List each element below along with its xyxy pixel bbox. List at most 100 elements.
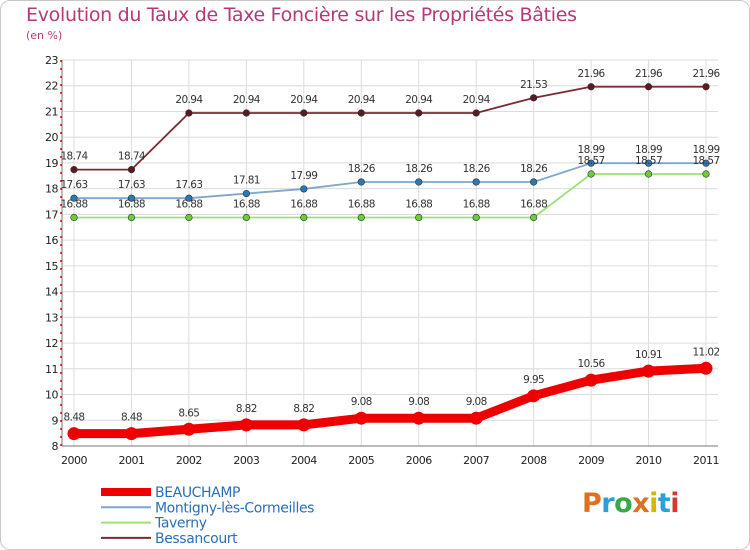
legend: BEAUCHAMPMontigny-lès-CormeillesTavernyB…: [101, 485, 315, 547]
y-tick-label: 11: [45, 363, 58, 376]
point-montigny-l-s-cormeilles-2000: [70, 194, 78, 202]
point-montigny-l-s-cormeilles-2007: [472, 178, 480, 186]
data-label-montigny-l-s-cormeilles-2005: 18.26: [348, 163, 376, 175]
y-tick-label: 8: [52, 440, 59, 453]
data-label-montigny-l-s-cormeilles-2000: 17.63: [60, 179, 87, 191]
point-bessancourt-2009: [587, 83, 595, 91]
point-beauchamp-2002: [182, 422, 196, 436]
point-bessancourt-2008: [530, 94, 538, 102]
legend-label-3: Bessancourt: [155, 531, 238, 547]
x-tick-label: 2002: [176, 454, 202, 467]
x-tick-label: 2000: [61, 454, 87, 467]
data-label-beauchamp-2010: 10.91: [635, 349, 662, 361]
y-tick-label: 17: [45, 208, 58, 221]
point-taverny-2008: [530, 213, 538, 222]
point-montigny-l-s-cormeilles-2010: [644, 159, 653, 167]
data-label-montigny-l-s-cormeilles-2006: 18.26: [405, 163, 433, 175]
y-tick-label: 12: [45, 337, 58, 350]
data-label-bessancourt-2008: 21.53: [520, 79, 547, 91]
point-taverny-2005: [357, 213, 365, 222]
y-tick-label: 9: [52, 414, 59, 427]
data-label-montigny-l-s-cormeilles-2011: 18.99: [692, 144, 719, 156]
logo-letter: i: [670, 488, 680, 519]
data-label-bessancourt-2004: 20.94: [290, 94, 318, 106]
point-beauchamp-2004: [297, 418, 311, 432]
series-line-taverny: [73, 173, 707, 219]
point-montigny-l-s-cormeilles-2009: [587, 159, 595, 167]
point-taverny-2001: [127, 213, 136, 222]
series-montigny-l-s-cormeilles: [70, 159, 710, 202]
series-taverny: [70, 170, 710, 222]
point-taverny-2004: [300, 213, 308, 222]
y-tick-label: 13: [45, 311, 58, 324]
data-label-beauchamp-2000: 8.48: [64, 412, 85, 424]
point-montigny-l-s-cormeilles-2004: [300, 185, 308, 193]
data-label-bessancourt-2011: 21.96: [692, 68, 720, 80]
x-tick-label: 2003: [233, 454, 259, 467]
point-bessancourt-2010: [644, 83, 653, 91]
point-taverny-2010: [644, 170, 653, 178]
data-label-taverny-2005: 16.88: [348, 198, 375, 210]
point-montigny-l-s-cormeilles-2002: [185, 194, 193, 202]
data-label-montigny-l-s-cormeilles-2004: 17.99: [290, 170, 317, 182]
logo-letter: P: [582, 488, 602, 519]
data-label-montigny-l-s-cormeilles-2001: 17.63: [118, 179, 145, 191]
data-label-bessancourt-2010: 21.96: [635, 68, 663, 80]
x-tick-label: 2010: [636, 454, 662, 467]
y-tick-label: 22: [45, 80, 58, 93]
logo-letter: x: [632, 488, 650, 519]
y-tick-label: 15: [45, 260, 58, 273]
point-beauchamp-2008: [527, 389, 541, 403]
point-bessancourt-2011: [702, 83, 710, 91]
point-bessancourt-2000: [70, 166, 78, 174]
point-beauchamp-2005: [354, 411, 368, 425]
logo-letter: t: [657, 488, 671, 519]
point-montigny-l-s-cormeilles-2001: [127, 194, 136, 202]
data-label-taverny-2004: 16.88: [290, 198, 317, 210]
data-label-montigny-l-s-cormeilles-2003: 17.81: [233, 175, 260, 187]
data-label-taverny-2001: 16.88: [118, 198, 145, 210]
series-bessancourt: [70, 83, 710, 174]
x-tick-label: 2008: [521, 454, 547, 467]
y-tick-label: 16: [45, 234, 58, 247]
point-bessancourt-2007: [472, 109, 480, 117]
data-label-beauchamp-2009: 10.56: [578, 358, 606, 370]
data-label-bessancourt-2006: 20.94: [405, 94, 433, 106]
series-beauchamp: [67, 361, 713, 441]
data-label-taverny-2000: 16.88: [60, 198, 87, 210]
data-label-bessancourt-2009: 21.96: [578, 68, 606, 80]
point-bessancourt-2003: [242, 109, 250, 117]
data-label-montigny-l-s-cormeilles-2002: 17.63: [175, 179, 202, 191]
data-label-beauchamp-2011: 11.02: [692, 346, 719, 358]
data-label-beauchamp-2007: 9.08: [466, 396, 487, 408]
point-montigny-l-s-cormeilles-2006: [415, 178, 423, 186]
x-tick-label: 2007: [463, 454, 489, 467]
point-taverny-2000: [70, 213, 78, 222]
series-line-montigny-l-s-cormeilles: [73, 162, 707, 200]
chart-title: Evolution du Taux de Taxe Foncière sur l…: [26, 4, 577, 26]
data-label-montigny-l-s-cormeilles-2010: 18.99: [635, 144, 662, 156]
point-taverny-2011: [702, 170, 710, 178]
proxiti-logo: Proxiti: [582, 488, 680, 519]
point-beauchamp-2011: [699, 361, 713, 375]
data-label-taverny-2006: 16.88: [405, 198, 432, 210]
x-tick-label: 2011: [693, 454, 719, 467]
logo-letter: i: [649, 488, 658, 519]
x-tick-label: 2009: [578, 454, 604, 467]
data-label-taverny-2003: 16.88: [233, 198, 260, 210]
point-beauchamp-2009: [584, 373, 598, 387]
data-label-bessancourt-2001: 18.74: [118, 151, 146, 163]
point-bessancourt-2001: [127, 166, 136, 174]
data-label-taverny-2009: 18.57: [578, 155, 605, 167]
point-beauchamp-2010: [642, 364, 656, 378]
data-label-taverny-2002: 16.88: [175, 198, 202, 210]
data-labels: 18.74 18.74 20.94 20.94 20.94 20.94 20.94 20.94…: [60, 68, 721, 424]
y-tick-label: 21: [45, 105, 58, 118]
data-label-taverny-2008: 16.88: [520, 198, 547, 210]
data-label-beauchamp-2004: 8.82: [293, 403, 314, 415]
point-taverny-2006: [415, 213, 423, 222]
legend-label-2: Taverny: [154, 516, 207, 532]
point-beauchamp-2007: [469, 411, 483, 425]
point-taverny-2002: [185, 213, 193, 222]
